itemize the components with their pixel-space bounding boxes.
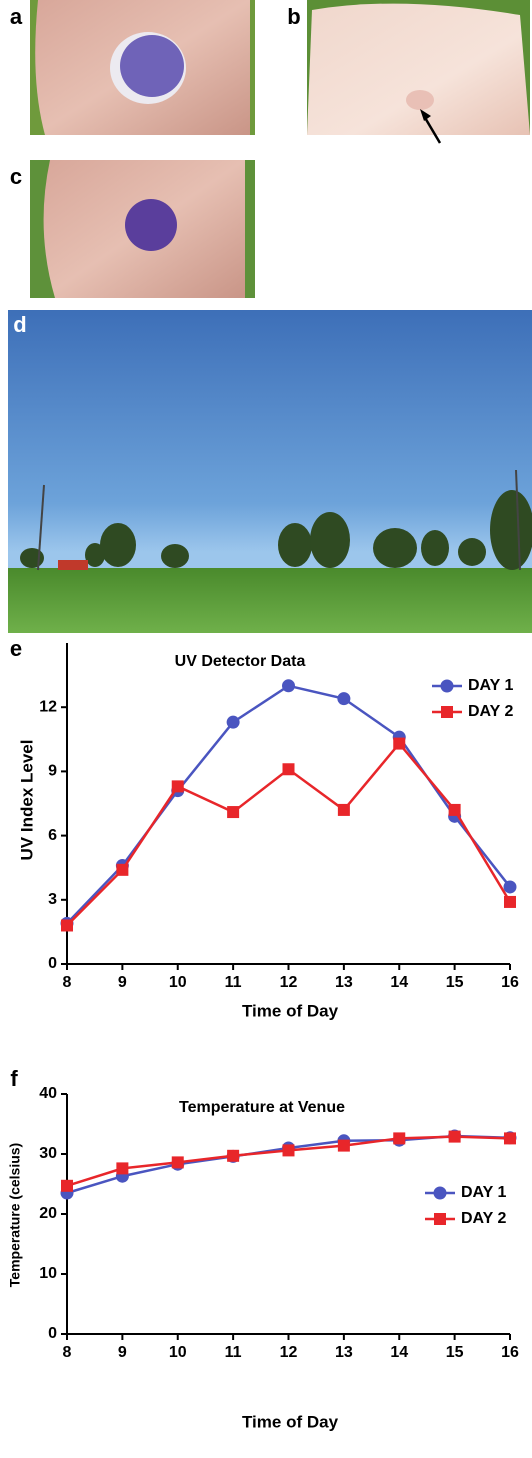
x-tick-label: 9 (118, 974, 127, 991)
y-tick-label: 0 (48, 955, 57, 972)
y-tick-label: 9 (48, 763, 57, 780)
y-tick-label: 20 (39, 1205, 57, 1222)
legend-marker (440, 679, 454, 693)
x-tick-label: 13 (335, 974, 353, 991)
y-tick-label: 30 (39, 1145, 57, 1162)
photo-b (307, 0, 530, 144)
y-axis-title: UV Index Level (17, 740, 36, 861)
x-tick-label: 8 (63, 1344, 72, 1361)
photo-a (30, 0, 255, 135)
marker (337, 803, 350, 816)
y-tick-label: 40 (39, 1085, 57, 1102)
legend-label: DAY 2 (468, 703, 513, 720)
x-axis-title: Time of Day (242, 1412, 339, 1431)
y-axis-title: Temperature (celsius) (7, 1143, 23, 1287)
y-tick-label: 0 (48, 1325, 57, 1342)
marker (337, 1139, 350, 1152)
x-tick-label: 16 (501, 974, 519, 991)
x-axis-title: Time of Day (242, 1001, 339, 1020)
legend-marker (434, 1213, 446, 1225)
x-tick-label: 13 (335, 1344, 353, 1361)
marker (61, 1179, 73, 1192)
marker (226, 715, 240, 729)
x-tick-label: 14 (390, 974, 408, 991)
marker (227, 806, 240, 819)
marker (448, 803, 461, 816)
legend-marker (433, 1186, 447, 1200)
marker (282, 679, 295, 693)
marker (393, 737, 406, 750)
marker (227, 1149, 240, 1162)
legend-marker (441, 706, 453, 718)
panel-label: a (10, 4, 23, 29)
x-tick-label: 16 (501, 1344, 519, 1361)
x-tick-label: 10 (169, 1344, 187, 1361)
marker (448, 1130, 461, 1143)
x-tick-label: 12 (280, 974, 298, 991)
chart-title: Temperature at Venue (179, 1099, 345, 1116)
x-tick-label: 15 (446, 1344, 464, 1361)
legend-label: DAY 1 (468, 677, 513, 694)
marker (171, 1156, 184, 1169)
marker (504, 895, 516, 908)
marker (116, 1162, 129, 1175)
photo-c (30, 160, 255, 298)
photo-d (8, 310, 532, 633)
panel-label: c (10, 164, 22, 189)
x-tick-label: 11 (225, 974, 242, 991)
y-tick-label: 6 (48, 827, 57, 844)
y-tick-label: 3 (48, 891, 57, 908)
marker (282, 763, 295, 776)
x-tick-label: 9 (118, 1344, 127, 1361)
marker (337, 692, 351, 706)
chart-title: UV Detector Data (175, 653, 306, 670)
legend-label: DAY 1 (461, 1184, 506, 1201)
y-tick-label: 10 (39, 1265, 57, 1282)
marker (61, 919, 73, 932)
series-line (66, 684, 511, 925)
legend-label: DAY 2 (461, 1210, 506, 1227)
marker (116, 863, 129, 876)
y-tick-label: 12 (39, 698, 57, 715)
marker (504, 1132, 516, 1145)
x-tick-label: 12 (280, 1344, 298, 1361)
marker (503, 880, 517, 894)
x-tick-label: 10 (169, 974, 187, 991)
x-tick-label: 14 (390, 1344, 408, 1361)
x-tick-label: 11 (225, 1344, 242, 1361)
panel-label: e (10, 636, 22, 661)
panel-label: b (287, 4, 300, 29)
marker (393, 1132, 406, 1145)
x-tick-label: 15 (446, 974, 464, 991)
marker (171, 780, 184, 793)
panel-label: f (10, 1066, 18, 1091)
x-tick-label: 8 (63, 974, 72, 991)
marker (282, 1144, 295, 1157)
panel-label: d (13, 312, 26, 337)
